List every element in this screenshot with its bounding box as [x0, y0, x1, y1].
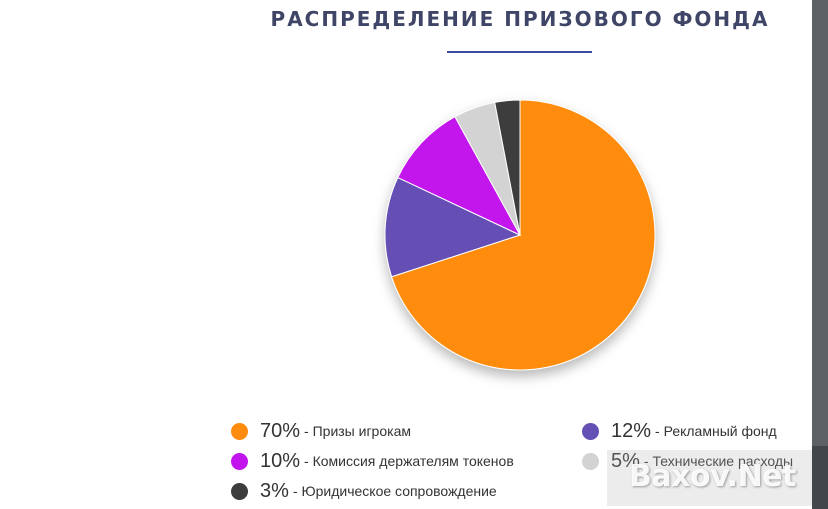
legend-swatch — [231, 482, 248, 500]
legend-item-ad-fund: 12% - Рекламный фонд — [582, 418, 777, 444]
legend-label: - Технические расходы — [644, 453, 793, 469]
legend-label-text: Технические расходы — [652, 453, 794, 469]
legend-item-legal-support: 3% - Юридическое сопровождение — [231, 478, 497, 504]
legend-swatch — [582, 452, 599, 470]
legend-label-text: Юридическое сопровождение — [301, 483, 497, 499]
legend-separator: - — [643, 453, 653, 469]
legend-label-text: Призы игрокам — [312, 423, 411, 439]
legend-item-token-holders: 10% - Комиссия держателям токенов — [231, 448, 514, 474]
legend-percent: 10% — [260, 449, 301, 472]
legend-label: - Призы игрокам — [304, 423, 411, 439]
legend-label: - Рекламный фонд — [655, 423, 777, 439]
title-underline — [447, 51, 592, 53]
legend-percent: 3% — [260, 479, 289, 502]
pie-slice-legal-support — [494, 99, 521, 236]
legend-percent: 5% — [611, 449, 640, 472]
legend-separator: - — [292, 483, 302, 499]
watermark-backdrop — [607, 450, 812, 506]
pie-slice-ad-fund — [384, 176, 522, 278]
pie-chart — [384, 99, 656, 371]
legend-percent: 12% — [611, 419, 652, 442]
legend-separator: - — [304, 423, 313, 439]
watermark: Baxov.Net — [629, 459, 796, 494]
page-title: РАСПРЕДЕЛЕНИЕ ПРИЗОВОГО ФОНДА — [270, 7, 770, 31]
legend-label: - Юридическое сопровождение — [293, 483, 497, 499]
right-edge-panel — [812, 0, 828, 509]
legend-swatch — [231, 422, 248, 440]
legend-item-tech-costs: 5% - Технические расходы — [582, 448, 793, 474]
legend-label-text: Рекламный фонд — [663, 423, 777, 439]
legend-separator: - — [655, 423, 664, 439]
pie-slice-players-prizes — [390, 99, 656, 371]
legend-swatch — [231, 452, 248, 470]
right-edge-panel-dark — [812, 446, 828, 509]
legend-swatch — [582, 422, 599, 440]
legend-label-text: Комиссия держателям токенов — [312, 453, 514, 469]
legend-percent: 70% — [260, 419, 301, 442]
legend-separator: - — [304, 453, 313, 469]
legend-label: - Комиссия держателям токенов — [304, 453, 514, 469]
pie-slice-token-holders — [397, 116, 522, 237]
legend-item-players-prizes: 70% - Призы игрокам — [231, 418, 411, 444]
